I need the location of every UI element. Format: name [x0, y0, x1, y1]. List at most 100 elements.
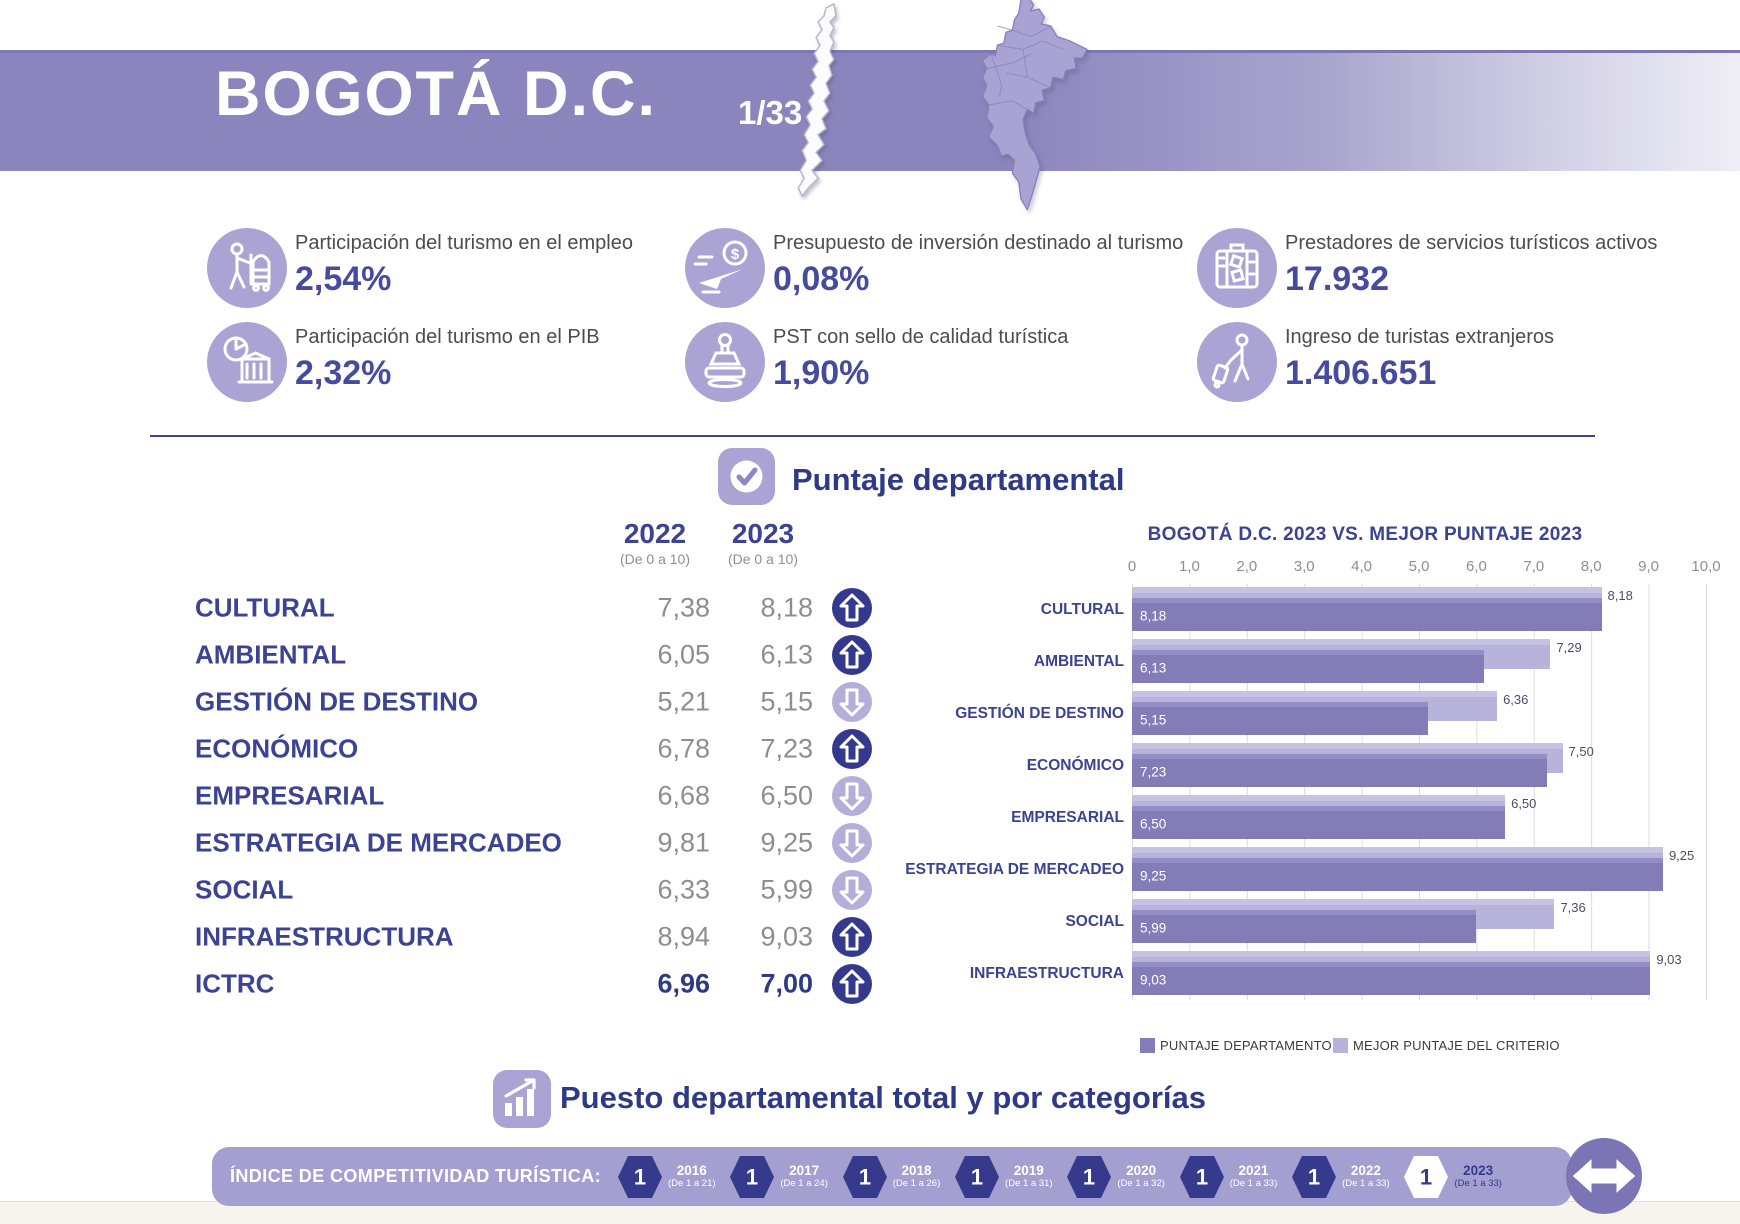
- stat-label: Ingreso de turistas extranjeros: [1285, 326, 1555, 348]
- score-2023: 7,23: [760, 733, 813, 763]
- colombia-map-icon: [981, 0, 1088, 211]
- score-2022: 6,68: [657, 780, 710, 810]
- category-label: ESTRATEGIA DE MERCADEO: [195, 827, 562, 857]
- legend-swatch-dept: [1140, 1038, 1155, 1053]
- chart-category-label: GESTIÓN DE DESTINO: [955, 705, 1124, 722]
- stat-value: 1,90%: [773, 354, 870, 392]
- axis-tick-label: 9,0: [1638, 558, 1660, 575]
- year-label: 2022 (De 1 a 33): [1342, 1162, 1390, 1189]
- stat-label: Prestadores de servicios turísticos acti…: [1285, 232, 1658, 254]
- axis-tick-label: 0: [1127, 558, 1137, 575]
- foreign-tourist-icon: [1197, 322, 1277, 402]
- year-label: 2016 (De 1 a 21): [668, 1162, 716, 1189]
- rank-hexagon-icon: 1: [1403, 1154, 1449, 1200]
- competitiveness-index-band: ÍNDICE DE COMPETITIVIDAD TURÍSTICA: 1 20…: [212, 1147, 1572, 1206]
- bogota-shape-icon: [797, 2, 837, 198]
- chart-x-axis: 0 1,0 2,0 3,0 4,0 5,0 6,0 7,0 8,0 9,0 10,0: [1128, 558, 1721, 576]
- bar-department-score: 6,13: [1132, 650, 1484, 683]
- score-section-title: Puntaje departamental: [792, 462, 1125, 497]
- axis-tick-label: 10,0: [1691, 558, 1721, 575]
- year-rank-badge: 1 2017 (De 1 a 24): [729, 1154, 828, 1200]
- band-label: ÍNDICE DE COMPETITIVIDAD TURÍSTICA:: [230, 1166, 602, 1186]
- band-years: 1 2016 (De 1 a 21) 1 2017 (De 1 a 24): [617, 1154, 1502, 1200]
- rank-hexagon-icon: 1: [729, 1154, 775, 1200]
- trend-arrow-icon: [831, 869, 873, 911]
- score-2023: 6,13: [760, 639, 813, 669]
- rank-hexagon-icon: 1: [842, 1154, 888, 1200]
- bar-value-label: 8,18: [1140, 608, 1167, 624]
- year-label: 2017 (De 1 a 24): [780, 1162, 828, 1189]
- rank-hexagon-icon: 1: [1066, 1154, 1112, 1200]
- score-2022: 6,96: [657, 968, 710, 998]
- chart-title: BOGOTÁ D.C. 2023 VS. MEJOR PUNTAJE 2023: [1147, 524, 1583, 545]
- score-2023: 9,25: [760, 827, 813, 857]
- score-2023: 5,99: [760, 874, 813, 904]
- score-2022: 6,33: [657, 874, 710, 904]
- axis-tick-label: 4,0: [1351, 558, 1373, 575]
- axis-tick-label: 1,0: [1178, 558, 1200, 575]
- best-value-label: 8,18: [1607, 588, 1633, 603]
- chart-category-labels: CULTURAL AMBIENTAL GESTIÓN DE DESTINO ECONÓ…: [860, 584, 1124, 1000]
- score-table-row: GESTIÓN DE DESTINO 5,21 5,15: [195, 678, 895, 725]
- score-2022: 6,05: [657, 639, 710, 669]
- year-rank-badge: 1 2020 (De 1 a 32): [1066, 1154, 1165, 1200]
- stat-label: PST con sello de calidad turística: [773, 326, 1069, 348]
- legend-best: MEJOR PUNTAJE DEL CRITERIO: [1333, 1038, 1560, 1053]
- axis-tick-label: 2,0: [1236, 558, 1258, 575]
- score-2022: 6,78: [657, 733, 710, 763]
- category-label: ECONÓMICO: [195, 733, 359, 763]
- bar-department-score: 6,50: [1132, 806, 1506, 839]
- page-navigation-arrows-icon: [1564, 1136, 1644, 1216]
- score-table-row: CULTURAL 7,38 8,18: [195, 584, 895, 631]
- section-divider: [150, 435, 1595, 437]
- score-2023: 9,03: [760, 921, 813, 951]
- axis-tick-label: 7,0: [1523, 558, 1545, 575]
- axis-tick-label: 3,0: [1293, 558, 1315, 575]
- svg-text:$: $: [731, 246, 740, 263]
- category-label: AMBIENTAL: [195, 639, 347, 669]
- year-rank-badge: 1 2016 (De 1 a 21): [617, 1154, 716, 1200]
- score-table-row: ICTRC 6,96 7,00: [195, 960, 895, 1007]
- chart-plot-area: 8,18 8,18 6,13 7,29 5,15 6,36 7,23 7,50 6,50 6,50…: [1132, 584, 1707, 1000]
- score-table-row: EMPRESARIAL 6,68 6,50: [195, 772, 895, 819]
- page-indicator: 1/33: [738, 94, 803, 131]
- stat-value: 0,08%: [773, 260, 870, 298]
- chart-bar-row: 6,50 6,50: [1132, 792, 1706, 844]
- year-rank-badge: 1 2022 (De 1 a 33): [1291, 1154, 1390, 1200]
- score-table-row: ECONÓMICO 6,78 7,23: [195, 725, 895, 772]
- svg-text:1: 1: [1420, 1164, 1432, 1189]
- bar-value-label: 7,23: [1140, 764, 1167, 780]
- service-providers-icon: [1197, 228, 1277, 308]
- stat-value: 2,32%: [295, 354, 392, 392]
- chart-category-label: CULTURAL: [1040, 601, 1124, 618]
- stat-value: 1.406.651: [1285, 354, 1437, 392]
- stat-label: Participación del turismo en el empleo: [295, 232, 633, 254]
- chart-bar-row: 5,99 7,36: [1132, 896, 1706, 948]
- bar-department-score: 9,25: [1132, 858, 1663, 891]
- score-2022: 8,94: [657, 921, 710, 951]
- stat-label: Presupuesto de inversión destinado al tu…: [773, 232, 1184, 254]
- best-value-label: 7,29: [1556, 640, 1582, 655]
- score-table-row: INFRAESTRUCTURA 8,94 9,03: [195, 913, 895, 960]
- year-rank-badge: 1 2019 (De 1 a 31): [954, 1154, 1053, 1200]
- svg-text:1: 1: [1083, 1164, 1095, 1189]
- bar-department-score: 9,03: [1132, 962, 1651, 995]
- chart-bar-row: 9,25 9,25: [1132, 844, 1706, 896]
- year-rank-badge: 1 2018 (De 1 a 26): [842, 1154, 940, 1200]
- legend-swatch-best: [1333, 1038, 1348, 1053]
- score-2022: 7,38: [657, 592, 710, 622]
- best-value-label: 6,36: [1503, 692, 1529, 707]
- year-label: 2020 (De 1 a 32): [1117, 1162, 1165, 1189]
- rank-hexagon-icon: 1: [1179, 1154, 1225, 1200]
- category-label: GESTIÓN DE DESTINO: [195, 686, 479, 716]
- score-2022: 5,21: [657, 686, 710, 716]
- score-2022: 9,81: [657, 827, 710, 857]
- score-table-row: ESTRATEGIA DE MERCADEO 9,81 9,25: [195, 819, 895, 866]
- score-2023: 6,50: [760, 780, 813, 810]
- column-header-2022: 2022 (De 0 a 10): [619, 518, 691, 567]
- best-value-label: 9,03: [1656, 952, 1682, 967]
- bar-value-label: 6,13: [1140, 660, 1167, 676]
- pie-chart-building-icon: [207, 322, 287, 402]
- rank-hexagon-icon: 1: [617, 1154, 663, 1200]
- rank-hexagon-icon: 1: [954, 1154, 1000, 1200]
